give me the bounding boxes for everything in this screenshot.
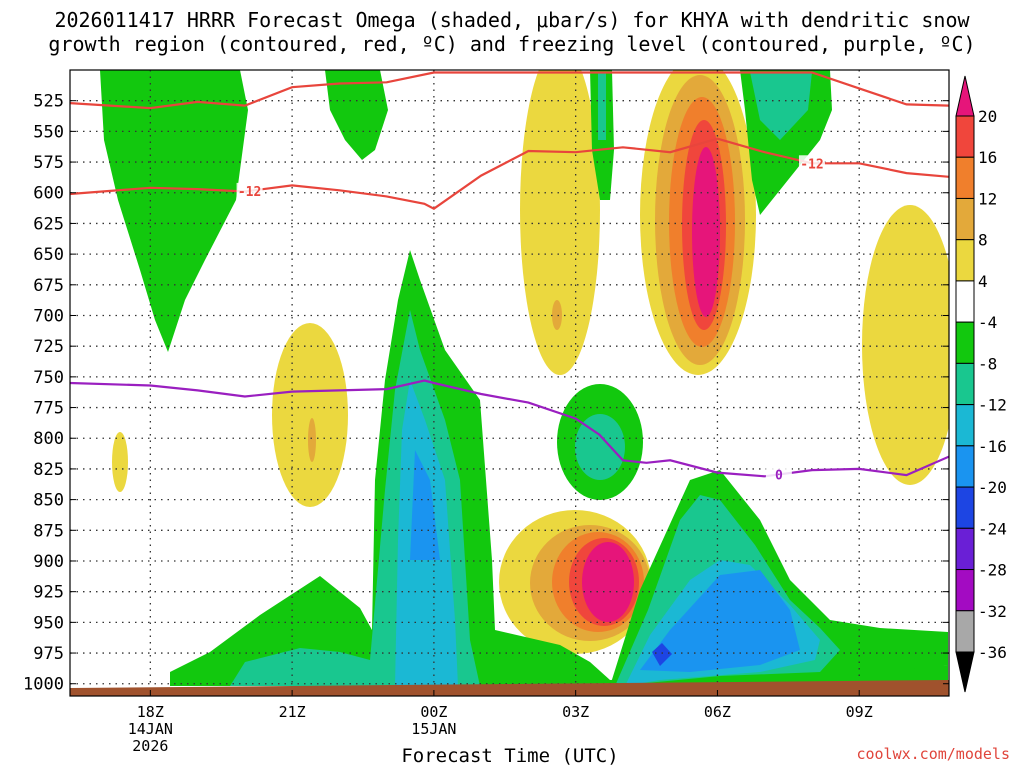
colorbar-bin <box>955 239 975 282</box>
y-tick-label: 600 <box>33 184 64 204</box>
chart-title-line-1: 2026011417 HRRR Forecast Omega (shaded, … <box>54 8 970 32</box>
colorbar-bin <box>955 115 975 158</box>
x-tick-label: 2026 <box>132 737 168 755</box>
y-tick-label: 925 <box>33 583 64 603</box>
colorbar-label: -24 <box>978 519 1007 538</box>
x-axis-title: Forecast Time (UTC) <box>401 745 619 767</box>
y-tick-label: 975 <box>33 644 64 664</box>
x-tick-label: 09Z <box>846 703 873 721</box>
colorbar-bin <box>955 569 975 612</box>
ground-surface <box>70 680 949 696</box>
colorbar-label: -4 <box>978 313 997 332</box>
y-tick-label: 850 <box>33 491 64 511</box>
colorbar-bin <box>955 527 975 571</box>
omega-negative-region <box>100 70 948 686</box>
contour_dendritic_upper <box>70 71 949 110</box>
x-tick-label: 21Z <box>279 703 306 721</box>
y-tick-label: 725 <box>33 337 64 357</box>
omega-shading <box>100 70 949 686</box>
colorbar-bin <box>955 404 975 447</box>
y-tick-label: 800 <box>33 429 64 449</box>
plot-frame <box>69 69 950 697</box>
contour_dendritic_lower-label: -12 <box>238 185 261 200</box>
colorbar-label: -16 <box>978 437 1007 456</box>
y-tick-label: 1000 <box>23 675 64 695</box>
contour-lines: -12 0 -12 <box>70 71 949 483</box>
colorbar-bin <box>955 156 975 199</box>
colorbar-bin-top <box>955 75 975 117</box>
colorbar-bin-bottom <box>955 651 975 693</box>
colorbar-label: 16 <box>978 148 997 167</box>
colorbar-bin <box>955 321 975 364</box>
contour_freezing <box>70 379 949 478</box>
y-tick-label: 575 <box>33 153 64 173</box>
contour_dendritic_lower-label-bg <box>236 182 263 199</box>
colorbar-label: 12 <box>978 189 997 208</box>
y-tick-label: 750 <box>33 368 64 388</box>
y-tick-label: 675 <box>33 276 64 296</box>
colorbar-bin <box>955 197 975 241</box>
y-tick-label: 875 <box>33 521 64 541</box>
x-tick-label: 03Z <box>562 703 589 721</box>
colorbar-label: -20 <box>978 478 1007 497</box>
y-tick-label: 775 <box>33 399 64 419</box>
x-tick-label: 18Z <box>137 703 164 721</box>
colorbar-label: -32 <box>978 602 1007 621</box>
colorbar-bin <box>955 362 975 406</box>
y-tick-label: 525 <box>33 92 64 112</box>
colorbar-label: 4 <box>978 272 988 291</box>
omega-positive-region <box>112 70 949 654</box>
y-axis: 525 550 575 600 625 650 675 700 725 750 775 800 825 8… <box>23 92 949 695</box>
colorbar-bin <box>955 486 975 529</box>
colorbar-label: -28 <box>978 561 1007 580</box>
contour_dendritic_lower-label: -12 <box>800 157 823 172</box>
y-tick-label: 900 <box>33 552 64 572</box>
y-tick-label: 700 <box>33 306 64 326</box>
colorbar-label: 20 <box>978 107 997 126</box>
x-tick-label: 06Z <box>704 703 731 721</box>
chart-title-line-2: growth region (contoured, red, ºC) and f… <box>48 32 976 56</box>
contour_freezing-label: 0 <box>775 468 783 483</box>
x-tick-label: 15JAN <box>411 720 456 738</box>
colorbar-bin <box>955 610 975 653</box>
contour_dendritic_lower-label-bg <box>798 155 825 172</box>
colorbar-label: -36 <box>978 643 1007 662</box>
credit-text: coolwx.com/models <box>856 745 1010 763</box>
x-tick-label: 14JAN <box>128 720 173 738</box>
omega-colorbar: 20 16 12 8 4 -4 -8 -12 -16 -20 -24 -28 -32 -36 <box>955 75 1007 693</box>
x-tick-label: 00Z <box>420 703 447 721</box>
colorbar-bin <box>955 280 975 323</box>
colorbar-label: -8 <box>978 354 997 373</box>
colorbar-label: 8 <box>978 231 988 250</box>
colorbar-bin <box>955 445 975 488</box>
y-tick-label: 950 <box>33 613 64 633</box>
y-tick-label: 650 <box>33 245 64 265</box>
y-tick-label: 825 <box>33 460 64 480</box>
y-tick-label: 625 <box>33 214 64 234</box>
colorbar-label: -12 <box>978 396 1007 415</box>
contour_freezing-label-bg <box>765 466 792 483</box>
y-tick-label: 550 <box>33 122 64 142</box>
